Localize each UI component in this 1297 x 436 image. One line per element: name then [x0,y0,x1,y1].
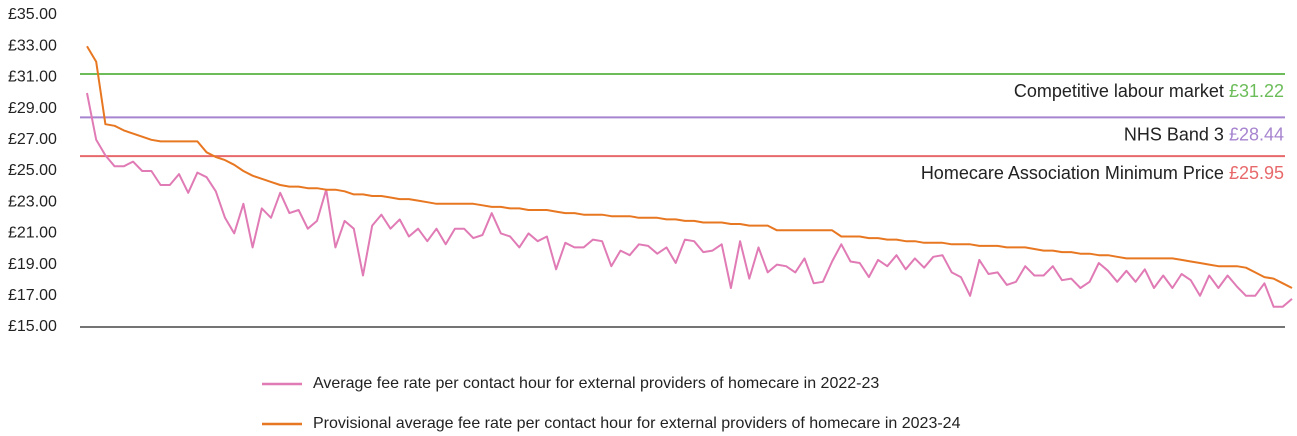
y-tick-label: £19.00 [8,256,57,273]
reference-name: Homecare Association Minimum Price [921,163,1224,183]
reference-name: NHS Band 3 [1124,124,1224,144]
reference-label: Competitive labour market £31.22 [1014,81,1284,101]
y-tick-label: £33.00 [8,37,57,54]
y-tick-label: £21.00 [8,225,57,242]
y-tick-label: £25.00 [8,162,57,179]
y-tick-label: £27.00 [8,131,57,148]
reference-name: Competitive labour market [1014,81,1224,101]
y-tick-label: £15.00 [8,318,57,335]
reference-label: Homecare Association Minimum Price £25.9… [921,163,1284,183]
y-tick-label: £35.00 [8,6,57,23]
y-tick-label: £31.00 [8,69,57,86]
series-line [86,45,1293,289]
reference-value: £31.22 [1229,81,1284,101]
reference-value: £28.44 [1229,124,1284,144]
legend-label: Provisional average fee rate per contact… [313,415,961,432]
reference-label: NHS Band 3 £28.44 [1124,124,1284,144]
y-tick-label: £23.00 [8,193,57,210]
y-tick-label: £29.00 [8,100,57,117]
y-tick-label: £17.00 [8,287,57,304]
series-line [86,92,1293,308]
legend-label: Average fee rate per contact hour for ex… [313,375,879,392]
reference-value: £25.95 [1229,163,1284,183]
